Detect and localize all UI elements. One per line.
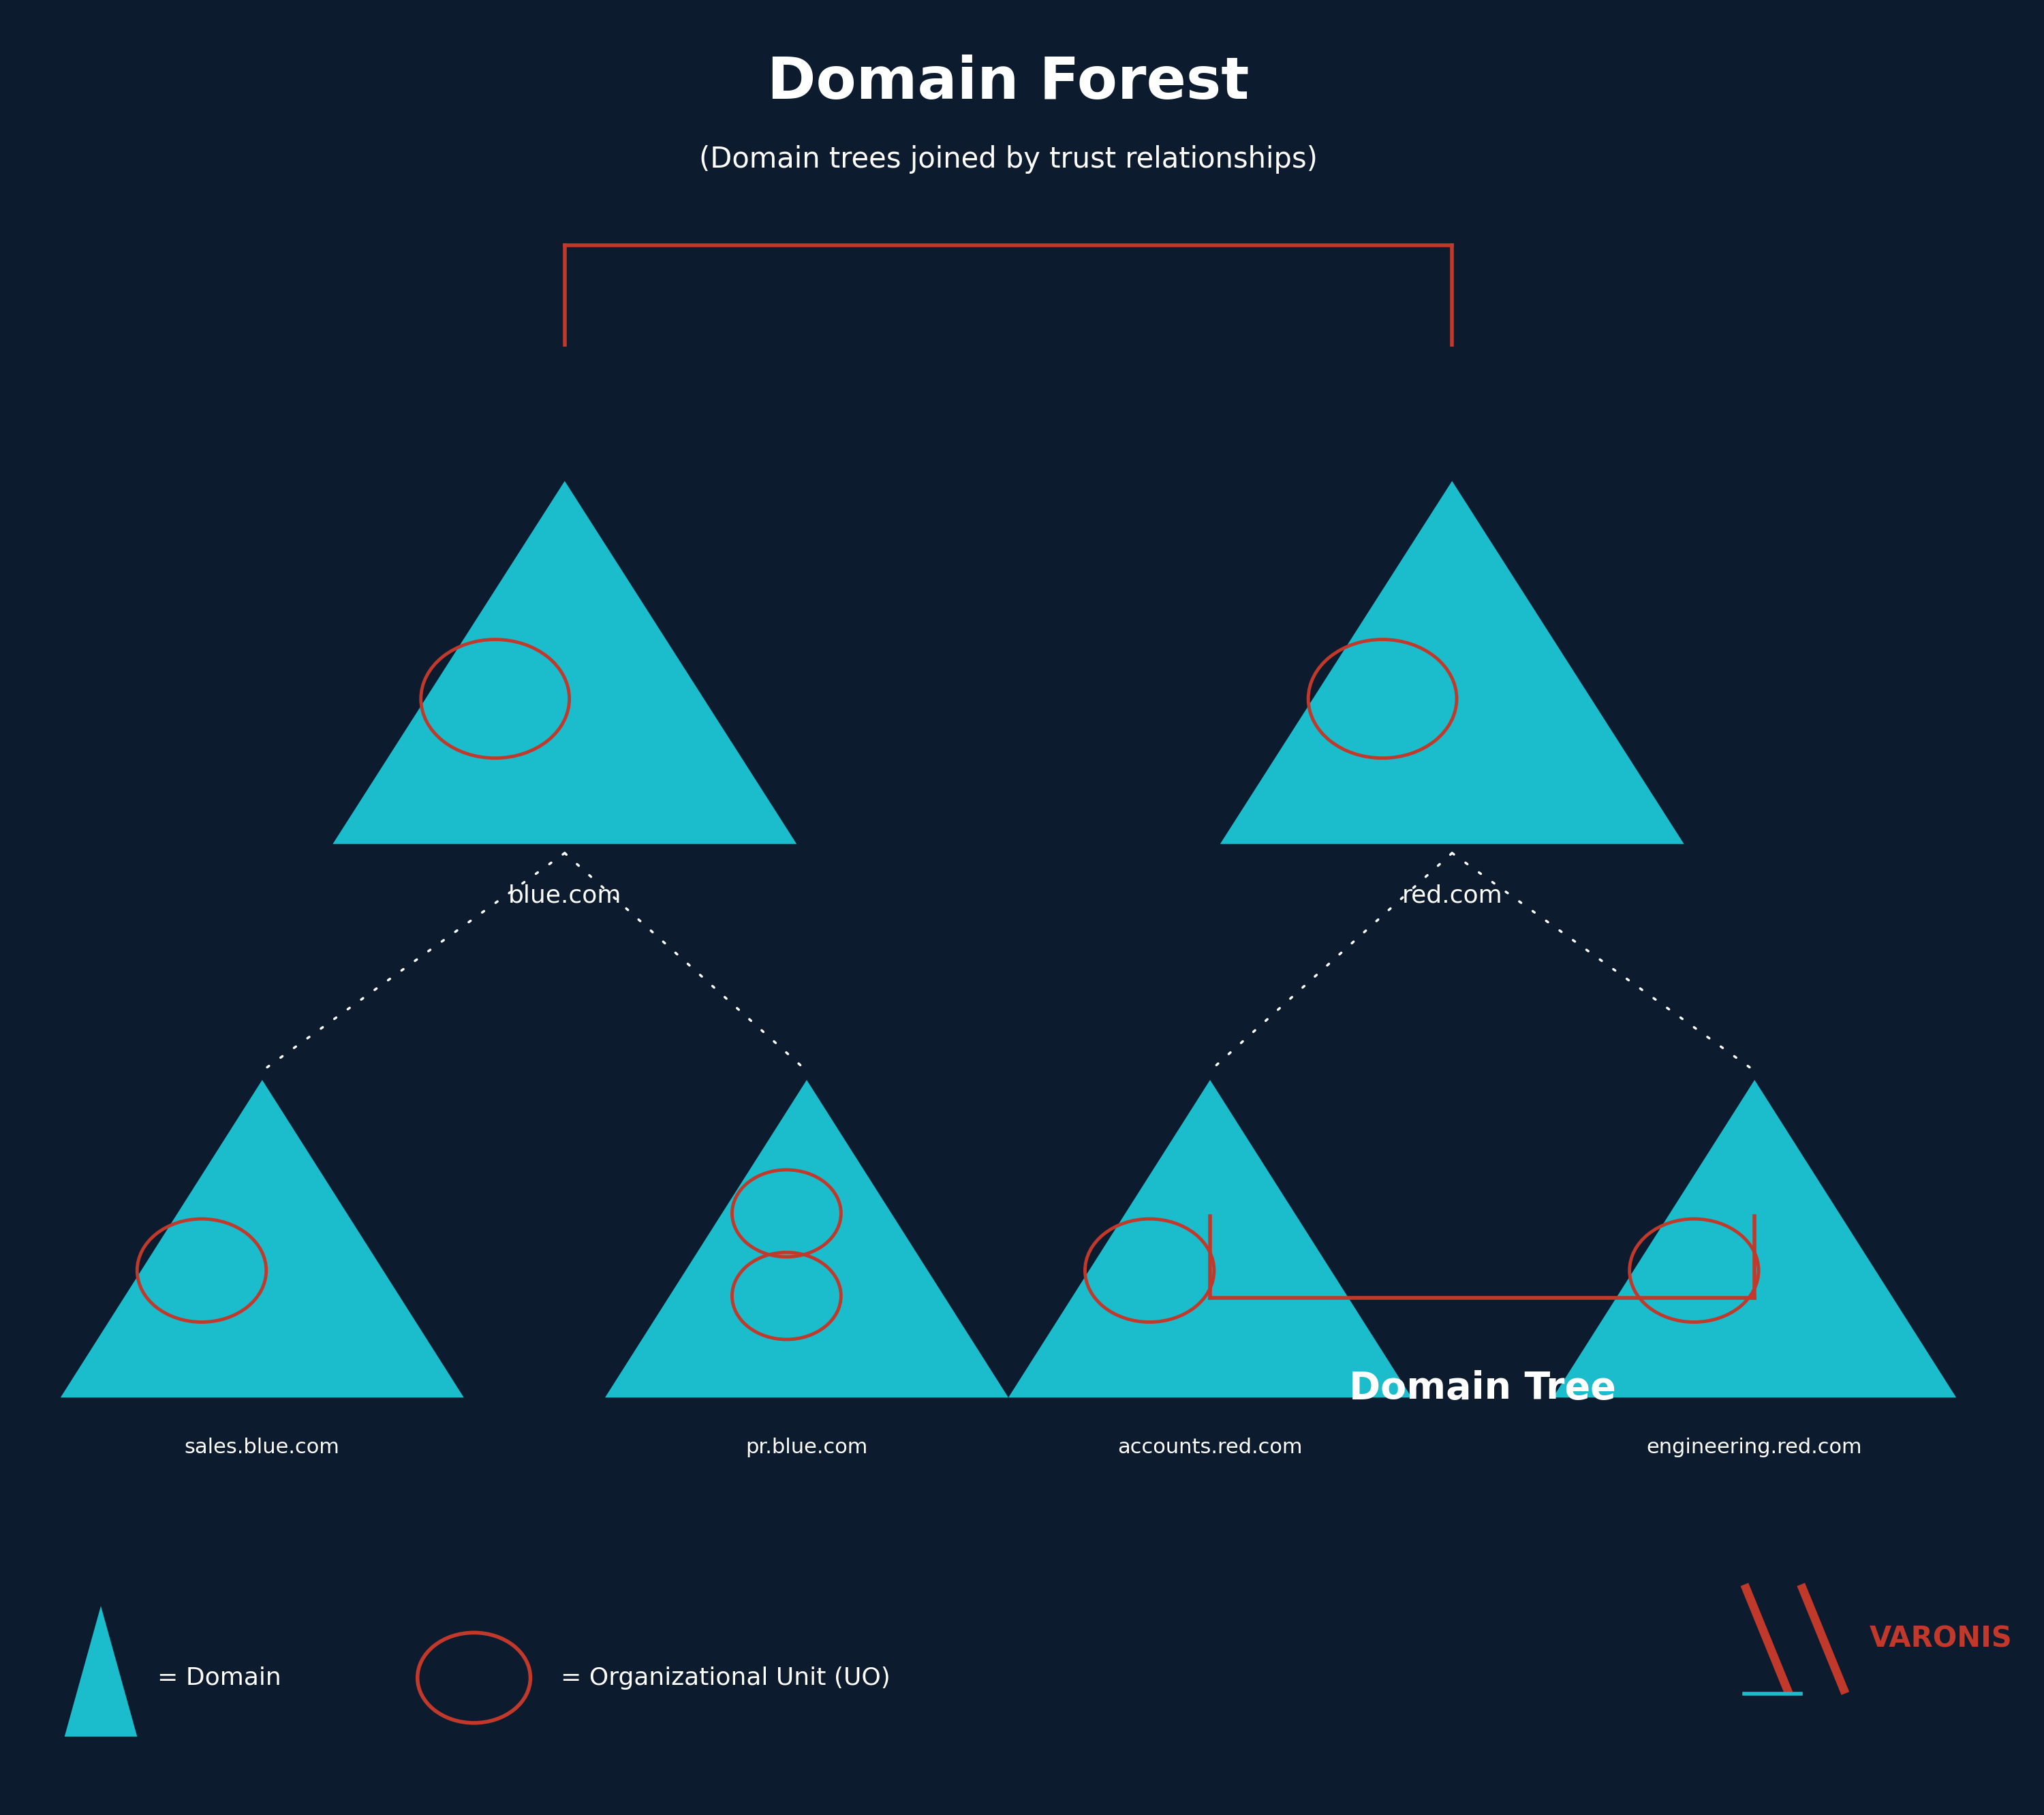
Polygon shape: [1220, 481, 1684, 844]
Polygon shape: [605, 1080, 1008, 1398]
Polygon shape: [333, 481, 797, 844]
Polygon shape: [61, 1080, 464, 1398]
Text: red.com: red.com: [1402, 884, 1502, 908]
Polygon shape: [65, 1606, 137, 1737]
Polygon shape: [1008, 1080, 1412, 1398]
Text: Domain Forest: Domain Forest: [766, 54, 1249, 111]
Text: pr.blue.com: pr.blue.com: [746, 1437, 869, 1457]
Text: blue.com: blue.com: [509, 884, 621, 908]
Text: = Domain: = Domain: [157, 1666, 282, 1690]
Text: accounts.red.com: accounts.red.com: [1118, 1437, 1302, 1457]
Text: (Domain trees joined by trust relationships): (Domain trees joined by trust relationsh…: [699, 145, 1318, 174]
Text: = Organizational Unit (UO): = Organizational Unit (UO): [560, 1666, 891, 1690]
Text: VARONIS: VARONIS: [1870, 1624, 2013, 1653]
Text: engineering.red.com: engineering.red.com: [1647, 1437, 1862, 1457]
Text: sales.blue.com: sales.blue.com: [184, 1437, 339, 1457]
Text: Domain Tree: Domain Tree: [1349, 1370, 1615, 1407]
Polygon shape: [1553, 1080, 1956, 1398]
